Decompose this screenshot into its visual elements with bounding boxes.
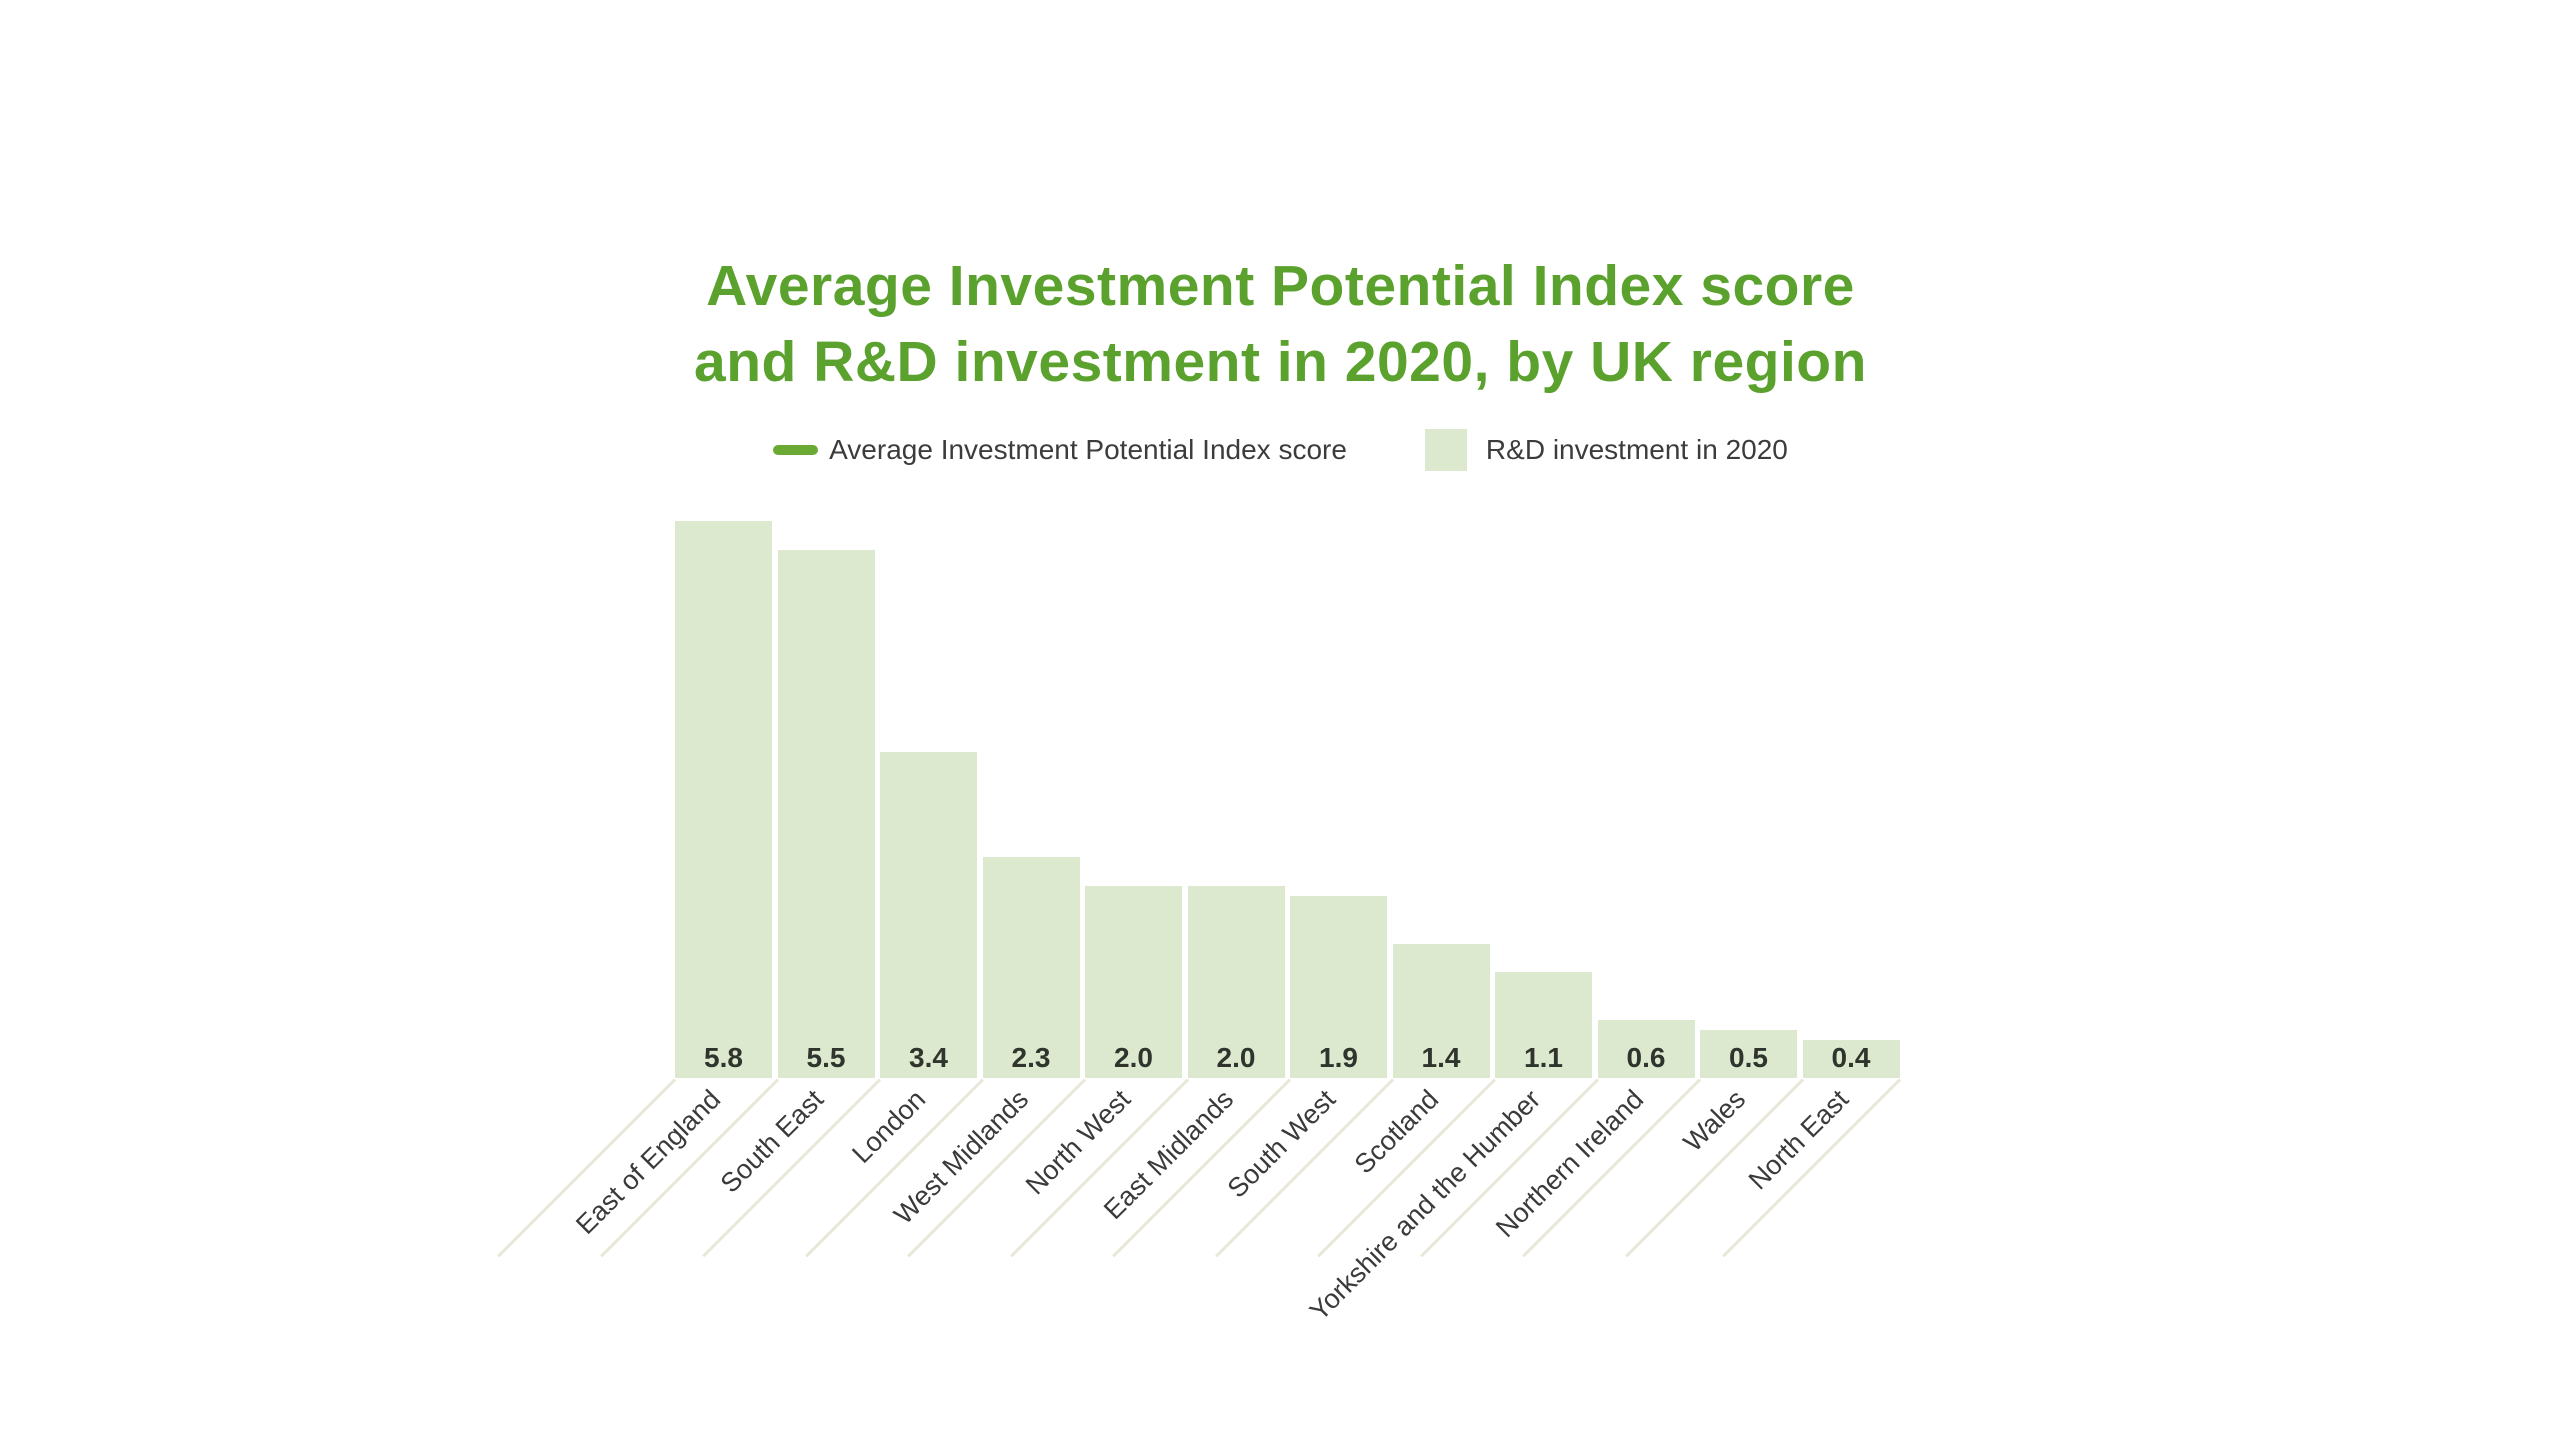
bar-yorkshire-and-the-humber[interactable] <box>1495 972 1592 1078</box>
chart-title-line-2: and R&D investment in 2020, by UK region <box>694 330 1867 394</box>
legend-item-index-score[interactable]: Average Investment Potential Index score <box>773 434 1347 466</box>
legend-item-rd-investment[interactable]: R&D investment in 2020 <box>1424 429 1788 471</box>
bar-value-label: 1.9 <box>1319 1042 1358 1073</box>
legend-square-icon <box>1424 429 1467 471</box>
bar-west-midlands[interactable] <box>982 857 1080 1078</box>
bar-value-label: 2.0 <box>1216 1042 1256 1073</box>
bar-south-east[interactable] <box>777 550 875 1078</box>
bar-value-label: 0.5 <box>1729 1042 1768 1073</box>
bar-value-label: 1.1 <box>1524 1042 1563 1073</box>
legend-item-rd-investment-label: R&D investment in 2020 <box>1485 434 1788 465</box>
bar-scotland[interactable] <box>1392 943 1490 1078</box>
bar-south-west[interactable] <box>1290 895 1387 1078</box>
bar-value-label: 0.4 <box>1831 1042 1871 1073</box>
bar-value-label: 2.3 <box>1011 1042 1051 1073</box>
bar-north-west[interactable] <box>1085 886 1182 1078</box>
bar-value-label: 5.8 <box>704 1042 743 1073</box>
bar-value-label: 5.5 <box>806 1042 846 1073</box>
legend: Average Investment Potential Index score… <box>0 424 2561 476</box>
bar-value-label: 2.0 <box>1114 1042 1153 1073</box>
bar-north-east[interactable] <box>1802 1039 1900 1078</box>
legend-dash-icon <box>773 445 819 455</box>
bar-northern-ireland[interactable] <box>1597 1020 1695 1078</box>
bar-wales[interactable] <box>1700 1030 1797 1078</box>
bar-east-of-england[interactable] <box>675 521 772 1078</box>
bar-value-label: 0.6 <box>1626 1042 1666 1073</box>
chart-title: Average Investment Potential Index score… <box>0 248 2561 400</box>
legend-item-index-score-label: Average Investment Potential Index score <box>829 434 1347 465</box>
chart-title-line-1: Average Investment Potential Index score <box>706 254 1855 318</box>
bar-east-midlands[interactable] <box>1187 886 1285 1078</box>
bar-value-label: 1.4 <box>1421 1042 1461 1073</box>
bar-value-label: 3.4 <box>909 1042 948 1073</box>
bar-london[interactable] <box>880 751 977 1078</box>
